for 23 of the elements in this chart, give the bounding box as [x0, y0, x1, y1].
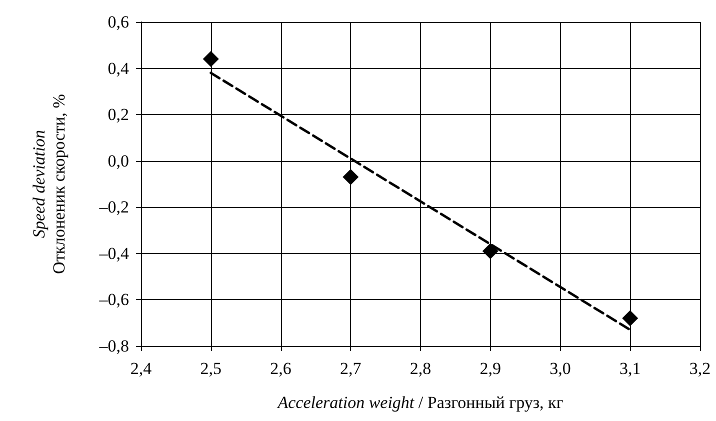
x-tick-label: 3,1 [620, 359, 641, 378]
x-tick-label: 3,2 [689, 359, 711, 378]
y-tick-label: –0,4 [98, 244, 130, 263]
y-tick-label: –0,6 [98, 290, 129, 310]
y-tick-label: 0,0 [108, 151, 129, 170]
x-tick-label: 2,5 [200, 359, 222, 378]
y-tick-label: 0,6 [108, 12, 129, 32]
y-axis-title: Speed deviation Отклоненик скорости, % [30, 94, 68, 274]
x-tick-label: 2,9 [480, 359, 501, 378]
y-tick-label: 0,4 [108, 58, 130, 78]
x-tick-label: 2,4 [130, 359, 152, 378]
x-tick-label: 3,0 [550, 359, 571, 378]
x-tick-label: 2,7 [340, 359, 362, 378]
y-tick-label: –0,2 [98, 198, 129, 217]
y-tick-label: –0,8 [98, 336, 129, 356]
point [342, 169, 359, 186]
point [482, 243, 498, 260]
x-tick-label: 2,6 [270, 359, 292, 378]
x-axis-title: Acceleration weight / Разгонный груз, кг [276, 393, 564, 412]
point [202, 51, 219, 68]
y-tick-label: 0,2 [108, 105, 129, 124]
x-tick-label: 2,8 [410, 359, 432, 378]
point [622, 310, 638, 326]
